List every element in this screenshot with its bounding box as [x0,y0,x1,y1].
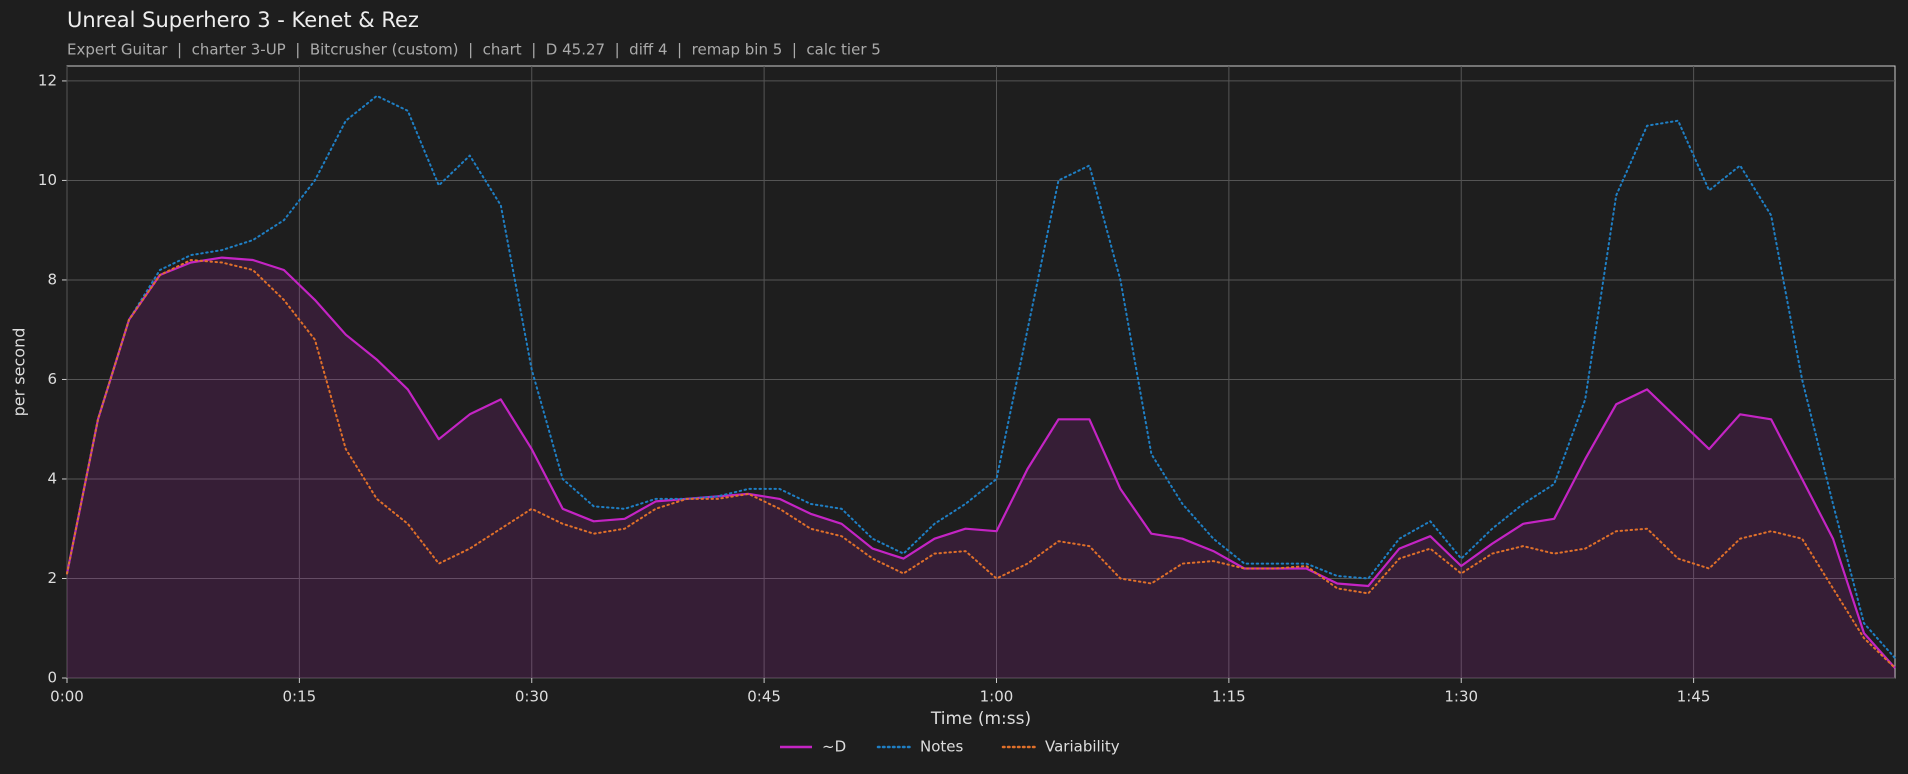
y-tick-label: 8 [47,270,57,288]
area [67,257,1895,678]
series-line [66,94,1896,660]
chart-title: Unreal Superhero 3 - Kenet & Rez [67,8,419,32]
x-tick-label: 0:30 [515,688,549,706]
legend-label: Variability [1045,738,1120,756]
legend-label: Notes [920,738,964,756]
y-tick-label: 4 [47,469,57,487]
y-tick-label: 6 [47,370,57,388]
series-line [66,259,1896,669]
x-tick-label: 0:45 [747,688,781,706]
x-tick-label: 0:00 [50,688,84,706]
y-tick-label: 12 [38,71,57,89]
series-line [65,256,1896,669]
y-tick-label: 0 [47,669,57,687]
x-tick-label: 1:30 [1444,688,1478,706]
chart-subtitle: Expert Guitar | charter 3-UP | Bitcrushe… [67,41,881,59]
x-tick-label: 1:45 [1677,688,1711,706]
x-tick-label: 1:00 [980,688,1014,706]
y-tick-label: 10 [38,171,57,189]
y-axis-label: per second [10,328,29,417]
x-axis-label: Time (m:ss) [930,709,1031,729]
legend-label: ~D [822,738,846,756]
x-tick-label: 1:15 [1212,688,1246,706]
y-tick-label: 2 [47,569,57,587]
x-tick-label: 0:15 [283,688,317,706]
